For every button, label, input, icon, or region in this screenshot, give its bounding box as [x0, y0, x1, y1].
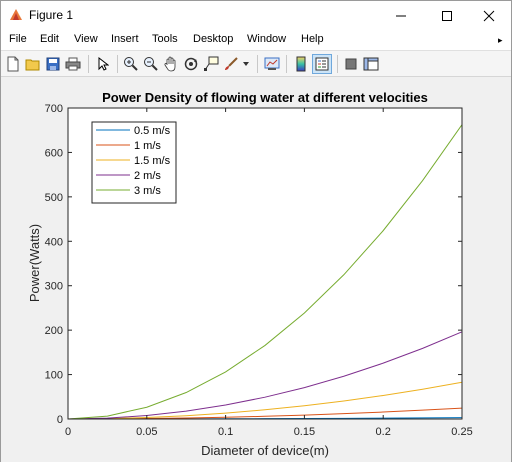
save-button[interactable]: [43, 54, 63, 74]
show-plot-tools-button[interactable]: [361, 54, 381, 74]
toolbar-separator: [286, 55, 287, 73]
edit-plot-arrow-icon: [98, 57, 109, 71]
y-tick-label: 500: [45, 192, 63, 204]
brush-dropdown-button[interactable]: [241, 54, 251, 74]
edit-plot-button[interactable]: [93, 54, 113, 74]
x-tick-label: 0.1: [218, 426, 233, 438]
title-bar[interactable]: Figure 1: [1, 1, 511, 30]
hide-plot-tools-icon: [345, 58, 357, 70]
menu-bar: File Edit View Insert Tools Desktop Wind…: [1, 30, 511, 50]
link-plot-button[interactable]: [262, 54, 282, 74]
pan-button[interactable]: [161, 54, 181, 74]
menu-overflow-icon[interactable]: ▸: [498, 35, 503, 45]
print-icon: [65, 57, 81, 71]
legend-label: 0.5 m/s: [134, 125, 171, 137]
maximize-button[interactable]: [425, 1, 469, 30]
x-tick-label: 0.2: [376, 426, 391, 438]
toolbar-separator: [117, 55, 118, 73]
legend-label: 1 m/s: [134, 140, 161, 152]
y-tick-label: 600: [45, 147, 63, 159]
menu-insert[interactable]: Insert: [111, 33, 139, 45]
plot-svg[interactable]: 0 0.05 0.1 0.15 0.2 0.25 0 100 200 300 400 500 600 70…: [1, 77, 511, 462]
x-tick-label: 0.25: [451, 426, 472, 438]
y-tick-label: 200: [45, 325, 63, 337]
window-title: Figure 1: [29, 8, 74, 22]
y-tick-label: 0: [57, 414, 63, 426]
zoom-out-button[interactable]: [141, 54, 161, 74]
show-plot-tools-icon: [363, 57, 379, 71]
minimize-icon: [396, 15, 406, 16]
chart-title: Power Density of flowing water at differ…: [102, 90, 428, 105]
matlab-logo-icon: [10, 9, 22, 20]
pan-hand-icon: [164, 56, 176, 72]
save-icon: [46, 57, 60, 71]
legend[interactable]: 0.5 m/s 1 m/s 1.5 m/s 2 m/s 3 m/s: [91, 121, 177, 204]
new-figure-button[interactable]: [3, 54, 23, 74]
toolbar-separator: [257, 55, 258, 73]
legend-label: 3 m/s: [134, 185, 161, 197]
y-tick-label: 400: [45, 236, 63, 248]
maximize-icon: [442, 10, 452, 21]
insert-colorbar-icon: [296, 56, 306, 72]
minimize-button[interactable]: [379, 1, 423, 30]
y-tick-label: 300: [45, 281, 63, 293]
print-button[interactable]: [63, 54, 83, 74]
y-axis-label: Power(Watts): [27, 224, 42, 302]
close-button[interactable]: [467, 1, 511, 30]
insert-legend-button[interactable]: [312, 54, 332, 74]
series-line[interactable]: [67, 331, 463, 420]
x-tick-label: 0.15: [294, 426, 315, 438]
menu-window[interactable]: Window: [247, 33, 287, 45]
figure-canvas[interactable]: 0 0.05 0.1 0.15 0.2 0.25 0 100 200 300 400 500 600 70…: [1, 77, 511, 462]
insert-colorbar-button[interactable]: [291, 54, 311, 74]
y-tick-label: 700: [45, 103, 63, 115]
rotate-3d-icon: [184, 57, 198, 71]
menu-view[interactable]: View: [74, 33, 98, 45]
open-file-icon: [25, 59, 40, 71]
x-tick-label: 0: [65, 426, 71, 438]
zoom-out-icon: [144, 57, 158, 71]
data-cursor-button[interactable]: [201, 54, 221, 74]
brush-button[interactable]: [221, 54, 241, 74]
menu-help[interactable]: Help: [301, 33, 324, 45]
series-line[interactable]: [67, 124, 463, 420]
data-cursor-icon: [204, 56, 219, 71]
brush-icon: [225, 57, 238, 70]
brush-dropdown-icon: [243, 62, 249, 66]
x-tick-label: 0.05: [136, 426, 157, 438]
menu-file[interactable]: File: [9, 33, 27, 45]
toolbar-separator: [337, 55, 338, 73]
close-icon: [483, 10, 495, 21]
link-plot-icon: [264, 57, 280, 70]
axes-box: [67, 107, 463, 420]
open-file-button[interactable]: [23, 54, 43, 74]
zoom-in-button[interactable]: [121, 54, 141, 74]
y-tick-label: 100: [45, 370, 63, 382]
toolbar-separator: [88, 55, 89, 73]
rotate-3d-button[interactable]: [181, 54, 201, 74]
legend-label: 2 m/s: [134, 170, 161, 182]
hide-plot-tools-button[interactable]: [341, 54, 361, 74]
menu-desktop[interactable]: Desktop: [193, 33, 234, 45]
insert-legend-icon: [315, 57, 329, 71]
x-axis-label: Diameter of device(m): [201, 443, 329, 458]
menu-tools[interactable]: Tools: [152, 33, 178, 45]
series-line[interactable]: [67, 381, 463, 420]
zoom-in-icon: [124, 57, 138, 71]
figure-toolbar: [1, 50, 511, 77]
legend-label: 1.5 m/s: [134, 155, 171, 167]
new-figure-icon: [7, 56, 19, 72]
menu-edit[interactable]: Edit: [40, 33, 59, 45]
